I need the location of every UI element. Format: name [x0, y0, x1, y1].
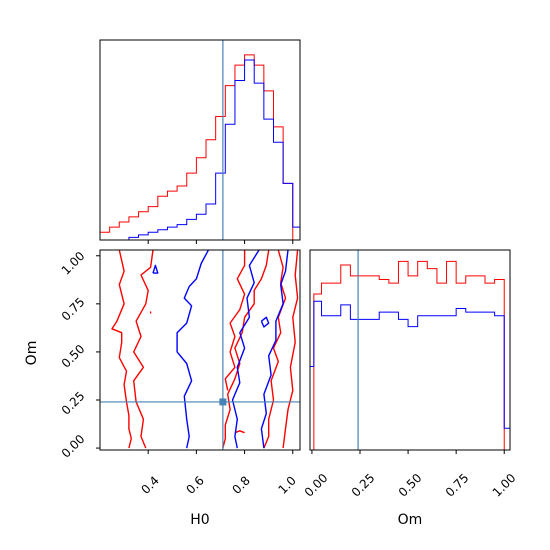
truth-marker [219, 398, 227, 406]
contour-red-line [133, 250, 154, 449]
om-histogram-red-series [310, 260, 510, 451]
om-y-tick-label: 1.00 [59, 249, 88, 278]
h0-histogram-red-series [99, 54, 300, 241]
om-x-tick-label: 0.50 [396, 471, 425, 500]
om-y-tick-label: 0.25 [59, 389, 88, 418]
hist-h0-panel [99, 39, 301, 244]
om-x-tick-labels: 0.00 0.25 0.50 0.75 1.00 [302, 471, 519, 500]
h0-tick-label: 0.8 [229, 473, 252, 496]
contour-blue-line [152, 264, 159, 274]
contour-h0-om-panel [96, 249, 301, 454]
om-y-tick-label: 0.75 [59, 295, 88, 324]
hist-om-panel [309, 249, 511, 454]
om-histogram-blue-series [309, 300, 511, 450]
contour-blue-line [260, 250, 289, 449]
om-y-tick-label: 0.00 [59, 432, 88, 461]
h0-axis-title: H0 [190, 512, 209, 528]
om-histogram-frame [309, 249, 511, 451]
contour-blue-line [231, 250, 260, 449]
contour-red-line [224, 250, 246, 391]
om-x-tick-label: 0.00 [302, 471, 331, 500]
contour-red-line [234, 430, 245, 434]
h0-histogram-blue-series [100, 59, 301, 241]
om-x-tick-label: 0.25 [349, 471, 378, 500]
h0-tick-label: 1.0 [275, 473, 298, 496]
om-x-tick-label: 0.75 [443, 471, 472, 500]
contour-red-line [282, 250, 299, 449]
om-y-axis-title: Om [24, 341, 40, 366]
contour-frame [99, 249, 301, 451]
h0-tick-labels: 0.4 0.6 0.8 1.0 [138, 473, 298, 496]
contour-red-line [222, 250, 270, 449]
h0-tick-label: 0.4 [138, 473, 161, 496]
om-x-tick-label: 1.00 [490, 471, 519, 500]
h0-histogram-frame [99, 39, 301, 241]
contour-lines [111, 250, 299, 449]
contour-blue-line [176, 250, 210, 449]
contour-blue-line [260, 316, 270, 328]
contour-red-line [111, 250, 132, 449]
om-y-tick-labels: 0.00 0.25 0.50 0.75 1.00 [59, 249, 88, 461]
om-y-tick-label: 0.50 [59, 342, 88, 371]
om-x-axis-title: Om [398, 512, 423, 528]
h0-tick-label: 0.6 [183, 473, 206, 496]
